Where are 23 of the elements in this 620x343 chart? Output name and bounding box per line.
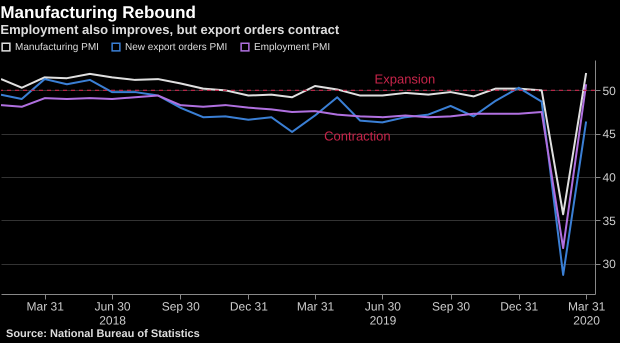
x-tick-label: Mar 31 2020 [568,300,606,328]
chart-subtitle: Employment also improves, but export orders contract [0,22,340,37]
x-tick-label: Mar 31 [26,300,64,314]
x-tick-label: Mar 31 [296,300,335,314]
y-tick-label: 50 [602,84,616,98]
line-series [1,72,588,216]
x-tick-label: Jun 30 2018 [94,300,131,328]
source-note: Source: National Bureau of Statistics [5,328,201,341]
y-tick-label: 35 [602,214,616,228]
ref-line-label: Expansion [374,71,436,86]
legend-label: Employment PMI [254,42,330,54]
y-tick-label: 30 [602,257,616,272]
x-tick-label: Dec 31 [500,300,539,314]
x-tick-label: Jun 30 2019 [364,300,402,328]
x-tick-label: Dec 31 [230,300,268,314]
legend-label: Manufacturing PMI [15,42,99,54]
x-tick-label: Sep 30 [432,300,470,314]
y-tick-label: 45 [602,127,616,142]
legend-label: New export orders PMI [125,42,228,54]
y-tick-label: 40 [602,170,616,184]
chart-title: Manufacturing Rebound [0,3,196,22]
x-tick-label: Sep 30 [162,300,200,314]
annotation: Contraction [324,128,391,144]
